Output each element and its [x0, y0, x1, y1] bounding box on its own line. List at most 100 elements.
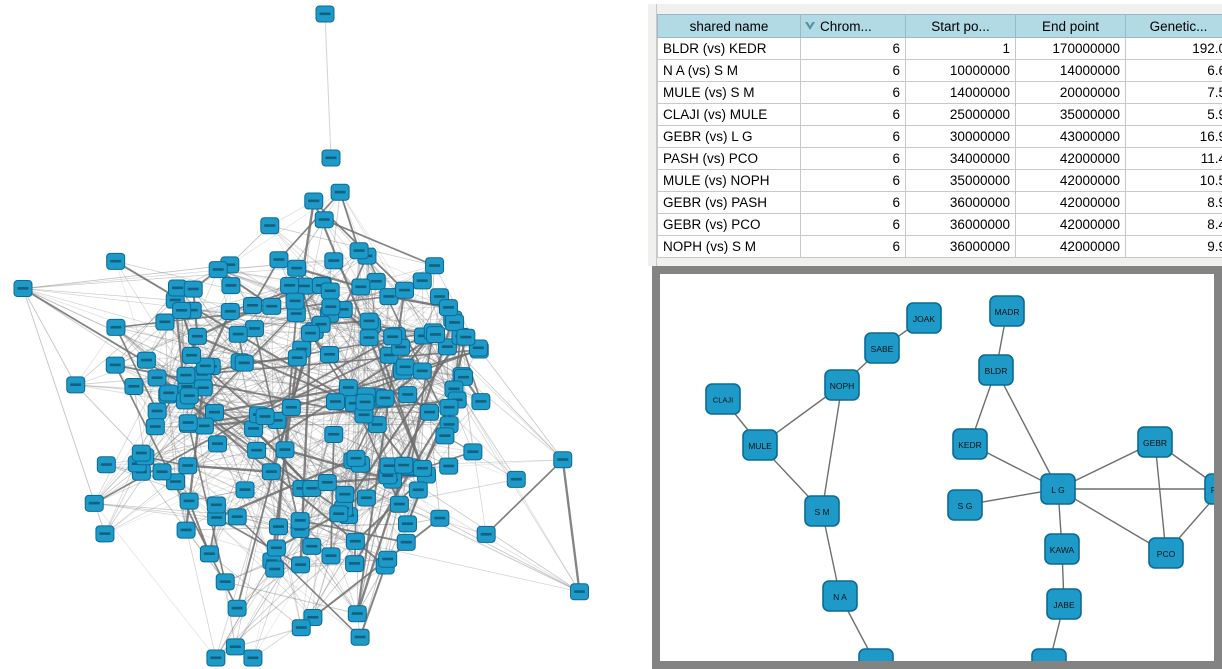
main-network-edge[interactable]	[323, 218, 435, 267]
edge-table-panel[interactable]: shared name Chrom... Start po... End point G…	[648, 4, 1222, 266]
cell-genetic[interactable]: 8.9	[1125, 191, 1222, 214]
main-network-edge[interactable]	[75, 384, 169, 394]
main-network-edge[interactable]	[185, 255, 368, 376]
main-network-edge[interactable]	[244, 489, 339, 515]
main-network-node[interactable]	[321, 298, 341, 316]
main-network-edge[interactable]	[187, 465, 238, 518]
main-network-node[interactable]	[221, 277, 241, 295]
main-network-node[interactable]	[204, 403, 224, 421]
main-network-node[interactable]	[378, 550, 398, 568]
main-network-edge[interactable]	[209, 414, 259, 555]
main-network-edge[interactable]	[327, 411, 430, 483]
main-network-edge[interactable]	[187, 464, 272, 473]
column-header-shared_name[interactable]: shared name	[657, 14, 801, 38]
main-network-edge[interactable]	[216, 516, 301, 566]
main-network-edge[interactable]	[300, 546, 313, 628]
column-header-chromosome[interactable]: Chrom...	[800, 14, 906, 38]
sub-network-node[interactable]: CLAJI	[705, 383, 741, 415]
main-network-node[interactable]	[320, 282, 340, 300]
main-network-graph[interactable]	[0, 0, 648, 669]
main-network-node[interactable]	[394, 456, 414, 474]
cell-genetic[interactable]: 5.9	[1125, 103, 1222, 126]
main-network-node[interactable]	[147, 369, 167, 387]
cell-genetic[interactable]: 6.6	[1125, 59, 1222, 82]
cell-chromosome[interactable]: 6	[800, 213, 906, 236]
main-network-node[interactable]	[206, 496, 226, 514]
main-network-edge[interactable]	[94, 503, 217, 519]
main-network-edge[interactable]	[167, 394, 177, 482]
main-network-edge[interactable]	[371, 296, 440, 326]
main-network-node[interactable]	[261, 463, 281, 481]
cell-shared_name[interactable]: PASH (vs) PCO	[657, 147, 801, 170]
main-network-node[interactable]	[395, 281, 415, 299]
main-network-edge[interactable]	[188, 362, 245, 502]
main-network-node[interactable]	[208, 261, 228, 279]
main-network-node[interactable]	[359, 329, 379, 347]
main-network-edge[interactable]	[115, 261, 147, 361]
main-network-node[interactable]	[315, 5, 335, 23]
main-network-node[interactable]	[389, 495, 409, 513]
node-shape[interactable]	[1040, 473, 1076, 505]
node-shape[interactable]	[705, 383, 741, 415]
main-network-node[interactable]	[506, 470, 526, 488]
cell-chromosome[interactable]: 6	[800, 191, 906, 214]
column-header-genetic[interactable]: Genetic...	[1125, 14, 1222, 38]
main-network-node[interactable]	[255, 408, 275, 426]
sub-network-edge[interactable]	[821, 384, 843, 512]
main-network-edge[interactable]	[485, 459, 564, 535]
main-network-edge[interactable]	[94, 502, 301, 521]
main-network-node[interactable]	[244, 320, 264, 338]
main-network-edge[interactable]	[284, 448, 393, 482]
main-network-node[interactable]	[304, 192, 324, 210]
main-network-node[interactable]	[172, 301, 192, 319]
main-network-node[interactable]	[206, 649, 226, 667]
main-network-edge[interactable]	[239, 313, 297, 362]
cell-genetic[interactable]: 8.4	[1125, 213, 1222, 236]
main-network-node[interactable]	[179, 492, 199, 510]
main-network-edge[interactable]	[164, 321, 292, 408]
main-network-node[interactable]	[227, 599, 247, 617]
main-network-node[interactable]	[235, 481, 255, 499]
main-network-edge[interactable]	[115, 255, 368, 366]
main-network-node[interactable]	[355, 393, 375, 411]
main-network-canvas[interactable]	[0, 0, 648, 669]
main-network-edge[interactable]	[155, 426, 312, 489]
main-network-node[interactable]	[159, 384, 179, 402]
cell-end_point[interactable]: 42000000	[1015, 235, 1126, 258]
main-network-edge[interactable]	[197, 335, 355, 405]
sub-network-node[interactable]: KEDR	[952, 428, 988, 460]
main-network-edge[interactable]	[229, 311, 298, 359]
main-network-node[interactable]	[265, 560, 285, 578]
main-network-node[interactable]	[124, 377, 144, 395]
main-network-edge[interactable]	[291, 407, 354, 461]
main-network-edge[interactable]	[365, 424, 378, 499]
main-network-edge[interactable]	[561, 459, 581, 592]
main-network-node[interactable]	[398, 386, 418, 404]
node-shape[interactable]	[906, 302, 942, 334]
main-network-edge[interactable]	[270, 471, 302, 628]
main-network-node[interactable]	[375, 389, 395, 407]
main-network-edge[interactable]	[300, 286, 362, 565]
main-network-edge[interactable]	[339, 192, 360, 252]
main-network-edge[interactable]	[335, 401, 410, 468]
main-network-edge[interactable]	[185, 529, 301, 566]
main-network-node[interactable]	[338, 379, 358, 397]
cell-chromosome[interactable]: 6	[800, 169, 906, 192]
cell-start_point[interactable]: 35000000	[905, 169, 1016, 192]
main-network-node[interactable]	[426, 326, 446, 344]
cell-start_point[interactable]: 1	[905, 37, 1016, 60]
main-network-node[interactable]	[291, 556, 311, 574]
sub-network-edge[interactable]	[1057, 488, 1167, 554]
main-network-node[interactable]	[317, 473, 337, 491]
main-network-node[interactable]	[347, 605, 367, 623]
main-network-node[interactable]	[280, 277, 300, 295]
main-network-edge[interactable]	[461, 375, 564, 461]
main-network-edge[interactable]	[299, 520, 358, 614]
main-network-edge[interactable]	[291, 349, 480, 409]
node-shape[interactable]	[989, 295, 1025, 327]
main-network-node[interactable]	[227, 508, 247, 526]
